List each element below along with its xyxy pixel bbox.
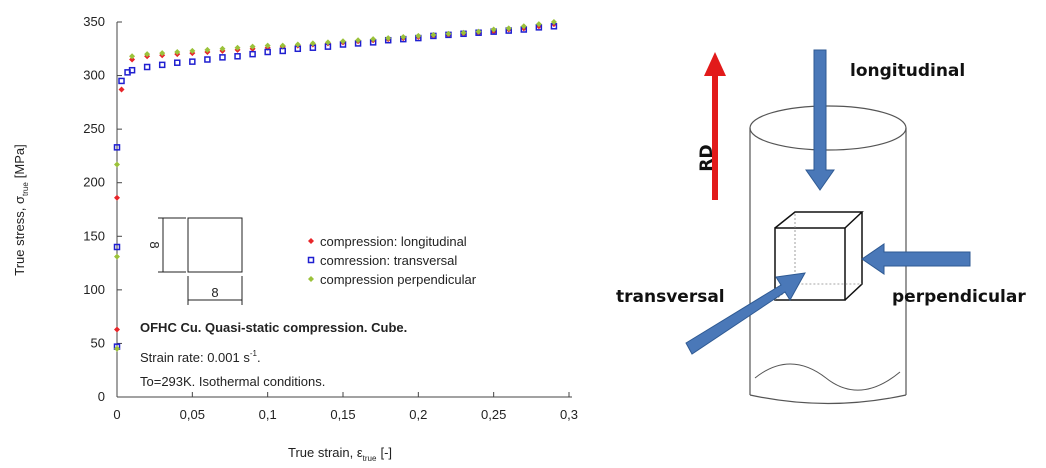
- transversal-label: transversal: [616, 287, 725, 307]
- point: [143, 63, 151, 71]
- point: [189, 47, 196, 54]
- point: [159, 50, 166, 57]
- annotation-temp: To=293K. Isothermal conditions.: [140, 374, 325, 389]
- inset-cube: [158, 217, 243, 305]
- diagram: RD longitudinal transversal perpendicula…: [616, 49, 1026, 405]
- point: [204, 56, 211, 63]
- point: [118, 86, 125, 93]
- inset-width: 8: [211, 285, 218, 300]
- load-arrows: [685, 49, 971, 355]
- point: [114, 326, 120, 333]
- point: [385, 35, 392, 42]
- point: [144, 51, 151, 58]
- point: [113, 243, 121, 251]
- point: [550, 19, 557, 25]
- point: [204, 46, 211, 53]
- y-tick-label: 150: [83, 228, 105, 243]
- x-tick-label: 0: [113, 407, 120, 422]
- chart: True strain, εtrue [-] True stress, σtrue…: [12, 14, 578, 463]
- legend-label: compression perpendicular: [320, 272, 477, 287]
- point: [279, 42, 286, 49]
- x-tick-label: 0,3: [560, 407, 578, 422]
- point: [264, 48, 271, 56]
- point: [114, 194, 120, 201]
- point: [158, 61, 166, 69]
- point: [430, 31, 437, 38]
- legend-marker: [308, 238, 314, 244]
- point: [279, 47, 286, 55]
- y-tick-label: 300: [83, 68, 105, 83]
- point: [174, 49, 181, 55]
- point: [234, 44, 241, 51]
- point: [264, 42, 271, 49]
- point: [400, 34, 407, 40]
- x-tick-label: 0,1: [259, 407, 277, 422]
- point: [234, 53, 241, 60]
- legend-marker: [307, 256, 315, 264]
- point: [445, 30, 452, 37]
- point: [309, 40, 316, 47]
- point: [294, 41, 301, 48]
- point: [340, 38, 346, 45]
- point: [219, 54, 226, 61]
- point: [475, 28, 482, 35]
- annotation-title: OFHC Cu. Quasi-static compression. Cube.: [140, 320, 407, 335]
- y-tick-label: 0: [98, 389, 105, 404]
- perpendicular-label: perpendicular: [892, 287, 1026, 307]
- point: [128, 66, 136, 74]
- point: [249, 50, 256, 58]
- legend-label: compression: longitudinal: [320, 234, 467, 249]
- annotation-rate: Strain rate: 0.001 s-1.: [140, 349, 261, 365]
- y-axis-label: True stress, σtrue[MPa]: [12, 144, 30, 276]
- point: [249, 43, 256, 50]
- point: [189, 58, 196, 65]
- point: [118, 77, 125, 85]
- point: [219, 45, 226, 52]
- legend-label: comression: transversal: [320, 253, 457, 268]
- x-axis-label: True strain, εtrue [-]: [288, 445, 392, 463]
- x-tick-label: 0,05: [180, 407, 205, 422]
- point: [114, 253, 120, 260]
- longitudinal-label: longitudinal: [850, 61, 965, 81]
- point: [114, 161, 120, 168]
- point: [174, 59, 181, 66]
- point: [460, 29, 467, 36]
- point: [370, 36, 377, 43]
- y-tick-label: 50: [91, 335, 105, 350]
- x-tick-label: 0,2: [409, 407, 427, 422]
- x-tick-label: 0,25: [481, 407, 506, 422]
- point: [415, 32, 422, 39]
- point: [113, 144, 121, 151]
- point: [324, 39, 331, 46]
- y-tick-label: 250: [83, 121, 105, 136]
- cylinder: [749, 105, 907, 405]
- point: [129, 56, 136, 63]
- y-tick-label: 350: [83, 14, 105, 29]
- x-tick-label: 0,15: [330, 407, 355, 422]
- legend-marker: [308, 276, 314, 282]
- y-tick-label: 100: [83, 282, 105, 297]
- point: [520, 23, 527, 30]
- point: [355, 37, 362, 44]
- point: [505, 25, 512, 32]
- inset-height: 8: [147, 241, 162, 248]
- point: [129, 53, 136, 60]
- rd-arrow: [704, 52, 726, 200]
- rd-label: RD: [697, 144, 717, 171]
- point: [535, 21, 542, 28]
- y-tick-label: 200: [83, 175, 105, 190]
- point: [114, 345, 120, 352]
- point: [490, 26, 497, 33]
